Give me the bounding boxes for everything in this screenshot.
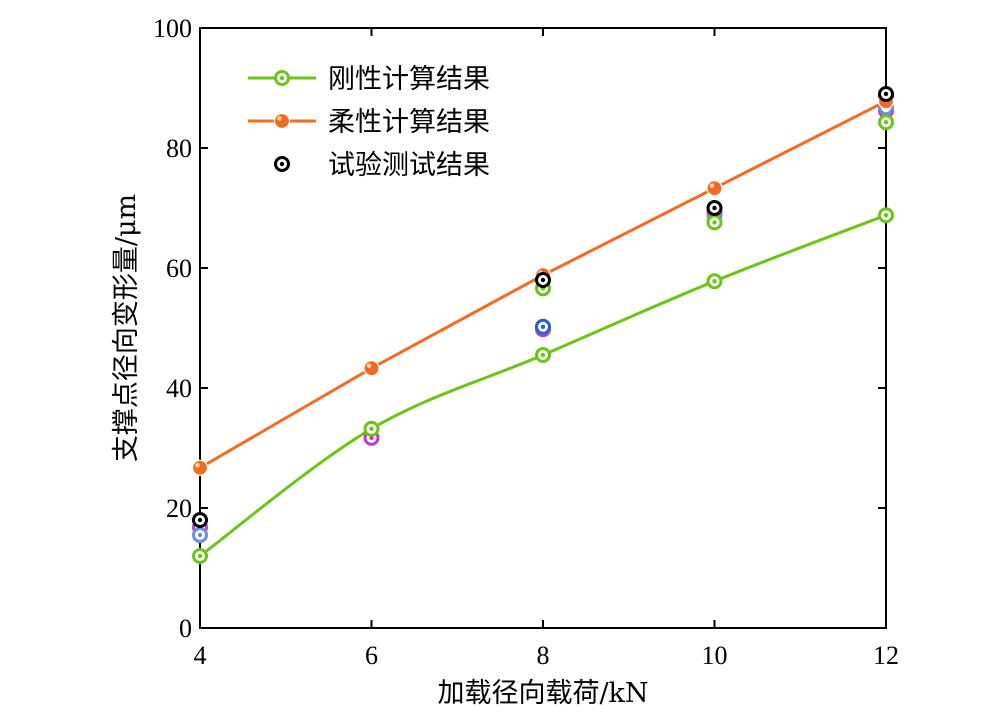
legend-label-2: 试验测试结果	[328, 150, 490, 181]
legend-marker-0-center	[279, 75, 285, 81]
x-tick-label: 6	[365, 641, 378, 670]
y-tick-label: 40	[166, 374, 192, 403]
extra-point-4-center	[712, 220, 717, 225]
y-tick-label: 100	[153, 14, 192, 43]
series-point-0-center	[712, 279, 717, 284]
series-point-0-center	[540, 352, 546, 358]
y-tick-label: 20	[166, 494, 192, 523]
series-point-2-center	[883, 91, 889, 97]
x-tick-label: 10	[702, 641, 728, 670]
x-tick-label: 12	[873, 641, 899, 670]
y-tick-label: 60	[166, 254, 192, 283]
y-axis-label: 支撑点径向变形量/μm	[111, 194, 142, 462]
series-point-2-center	[712, 205, 717, 211]
extra-point-1-center	[197, 532, 203, 538]
series-point-1-highlight	[366, 363, 372, 368]
series-point-2-center	[197, 517, 203, 523]
extra-point-3-center	[540, 324, 546, 329]
series-point-0-center	[369, 426, 374, 431]
series-point-0-center	[883, 213, 889, 218]
series-point-1-highlight	[709, 183, 715, 188]
legend-label-0: 刚性计算结果	[328, 64, 490, 95]
series-point-1-highlight	[195, 463, 200, 468]
series-line-0	[199, 213, 887, 558]
y-tick-label: 0	[179, 614, 192, 643]
series-point-2-center	[540, 277, 546, 283]
x-tick-label: 4	[194, 641, 207, 670]
legend-marker-2-center	[279, 161, 285, 167]
extra-point-4-center	[883, 120, 889, 125]
x-tick-label: 8	[537, 641, 550, 670]
axis-ticks: 4 6 8 10 12 0 20 40 60 80 100	[153, 14, 899, 670]
series-markers	[191, 86, 895, 564]
legend-marker-1	[273, 112, 291, 130]
series-point-1	[363, 360, 380, 377]
legend-label-1: 柔性计算结果	[328, 107, 490, 138]
y-tick-label: 80	[166, 134, 192, 163]
series-point-1	[191, 459, 209, 476]
series-point-1	[706, 180, 723, 197]
x-axis-label: 加载径向载荷/kN	[437, 678, 648, 709]
legend-marker-1-highlight	[277, 116, 282, 121]
series-point-0-center	[197, 553, 203, 559]
